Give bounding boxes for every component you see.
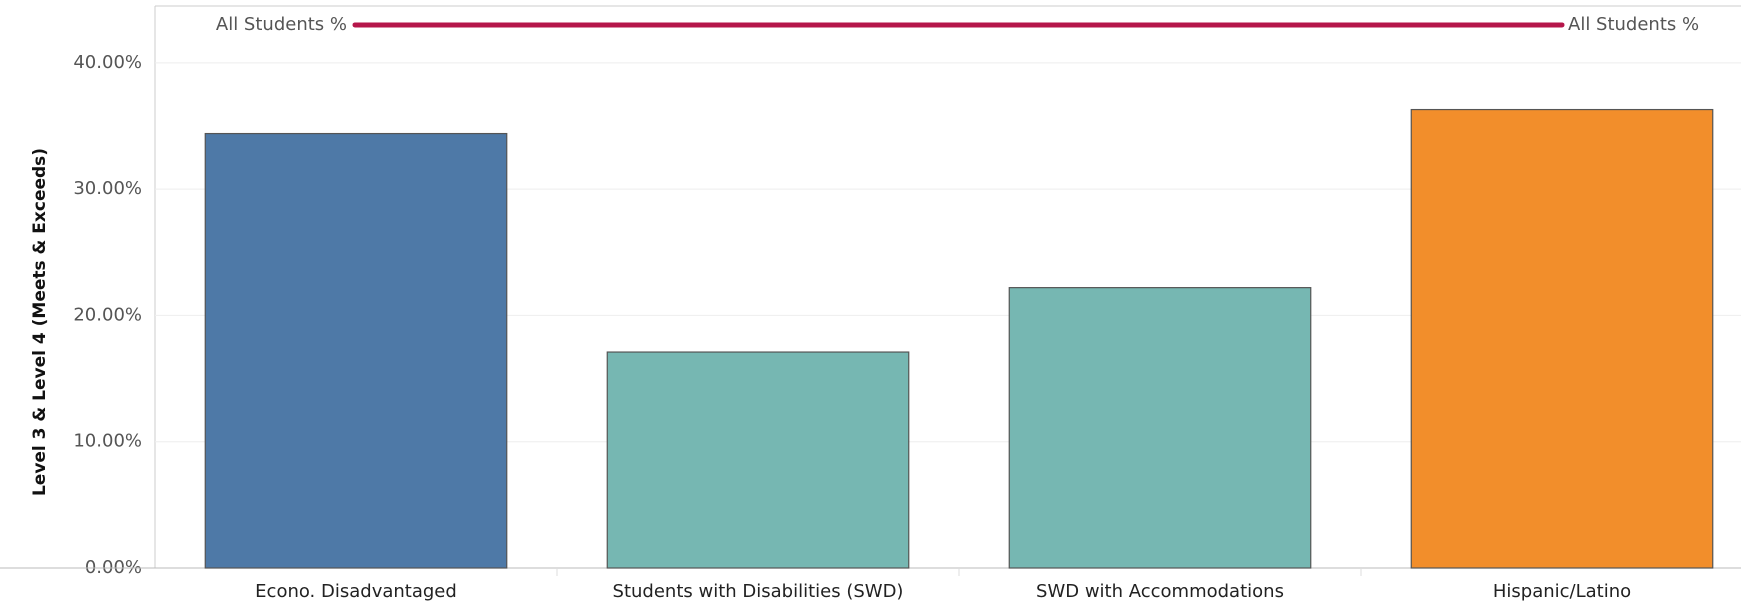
reference-label: All Students % xyxy=(1568,14,1699,35)
x-tick-label: Students with Disabilities (SWD) xyxy=(613,581,904,602)
bar xyxy=(204,132,508,569)
y-tick-label: 20.00% xyxy=(73,304,142,325)
y-tick-label: 10.00% xyxy=(73,431,142,452)
x-tick-label: Hispanic/Latino xyxy=(1493,581,1631,602)
x-tick-label: Econo. Disadvantaged xyxy=(255,581,457,602)
y-tick-label: 40.00% xyxy=(73,52,142,73)
bar xyxy=(1008,287,1312,569)
y-tick-label: 30.00% xyxy=(73,178,142,199)
reference-label: All Students % xyxy=(216,14,347,35)
x-tick-label: SWD with Accommodations xyxy=(1036,581,1284,602)
bar xyxy=(606,351,910,569)
bar xyxy=(1410,108,1714,569)
y-axis-title: Level 3 & Level 4 (Meets & Exceeds) xyxy=(30,148,50,496)
